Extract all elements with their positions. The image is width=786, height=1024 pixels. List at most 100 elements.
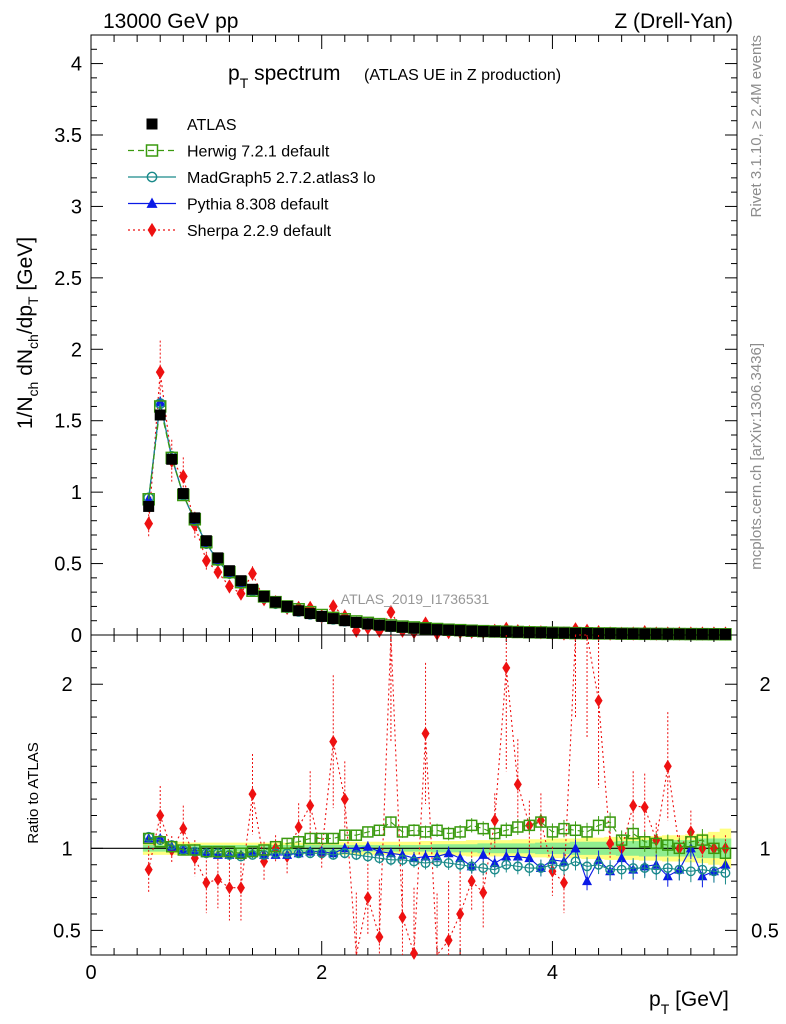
data-point	[466, 625, 478, 637]
ratio-point	[385, 816, 397, 828]
legend-label: Herwig 7.2.1 default	[187, 144, 330, 161]
ratio-point	[638, 836, 651, 848]
ratio-point	[281, 837, 293, 850]
legend-marker	[146, 197, 158, 208]
data-point	[489, 626, 501, 638]
data-point	[396, 621, 408, 633]
ratio-y-axis-label: Ratio to ATLAS	[25, 742, 42, 843]
ratio-point	[155, 832, 166, 843]
chart-title-note: (ATLAS UE in Z production)	[364, 67, 561, 84]
ratio-point	[258, 844, 270, 856]
data-point	[650, 628, 662, 640]
ratio-panel-frame	[90, 634, 738, 956]
data-point	[627, 628, 639, 640]
ratio-point	[351, 842, 362, 853]
ratio-point	[373, 824, 386, 837]
ratio-point	[189, 844, 201, 856]
ratio-point	[478, 849, 489, 859]
main-y-tick-label: 2.5	[54, 268, 82, 290]
ratio-y-tick-label: 0.5	[53, 920, 81, 942]
data-point	[236, 586, 246, 601]
ratio-point	[166, 840, 178, 853]
data-point	[316, 610, 328, 622]
chart-title-rest: spectrum	[248, 62, 340, 85]
mcplots-label: mcplots.cern.ch [arXiv:1306.3436]	[748, 343, 765, 570]
ratio-point	[179, 822, 188, 836]
ratio-point	[315, 832, 328, 845]
data-point	[443, 624, 455, 636]
ratio-point	[685, 836, 697, 848]
ratio-point	[432, 856, 443, 867]
ratio-point	[466, 861, 477, 872]
ratio-point	[443, 847, 454, 858]
x-tick-label: 0	[85, 962, 96, 984]
data-point	[431, 624, 443, 636]
ratio-point	[720, 867, 731, 878]
ratio-point	[375, 930, 384, 944]
ratio-point	[650, 837, 662, 850]
ratio-point	[477, 822, 489, 835]
ratio-point	[546, 826, 559, 838]
data-point	[696, 628, 708, 640]
ratio-y-tick-label: 1	[61, 838, 72, 860]
data-point	[523, 627, 535, 639]
ratio-point	[627, 827, 639, 840]
ratio-point	[398, 910, 407, 924]
data-point	[385, 620, 397, 632]
ratio-point	[362, 826, 374, 838]
chart-title-sub: T	[240, 75, 249, 91]
ratio-point	[558, 822, 570, 835]
ratio-point	[455, 859, 466, 870]
data-point	[213, 564, 223, 580]
ratio-point	[305, 848, 316, 859]
ratio-point	[156, 809, 165, 823]
ratio-point	[340, 792, 349, 806]
ratio-point	[225, 881, 234, 895]
data-point	[673, 628, 685, 640]
ratio-point	[640, 800, 649, 814]
data-point	[212, 552, 224, 564]
ratio-point	[512, 861, 523, 872]
data-point	[304, 608, 316, 620]
ratio-line	[148, 821, 726, 854]
data-point	[177, 488, 189, 500]
data-point	[225, 579, 234, 594]
data-point	[373, 619, 385, 631]
chart-title: pT spectrum	[228, 62, 340, 91]
ratio-point	[177, 844, 190, 856]
main-data	[142, 340, 732, 641]
ratio-point	[397, 854, 408, 865]
data-point	[719, 628, 731, 640]
ratio-uncertainty-band	[91, 828, 737, 869]
data-point	[570, 627, 581, 639]
ratio-point	[456, 907, 465, 921]
ratio-point	[431, 824, 443, 837]
ratio-point	[374, 853, 385, 864]
ratio-point	[409, 856, 419, 867]
ratio-series-herwig-7-2-1-default	[142, 812, 732, 865]
ratio-point	[328, 849, 339, 860]
legend-label: Sherpa 2.2.9 default	[187, 223, 332, 240]
ratio-point	[513, 777, 522, 791]
data-point	[604, 628, 616, 640]
data-point	[708, 628, 720, 640]
ratio-point	[421, 726, 430, 740]
ratio-point	[294, 820, 303, 834]
ratio-point	[662, 839, 674, 851]
legend-entry-herwig-7-2-1-default: Herwig 7.2.1 default	[128, 144, 330, 161]
data-point	[512, 626, 524, 638]
ratio-point	[501, 851, 512, 861]
ratio-data	[142, 634, 732, 960]
ratio-point	[616, 864, 627, 875]
data-point	[408, 622, 420, 634]
ratio-point	[200, 845, 213, 858]
data-point	[155, 364, 165, 380]
ratio-point	[629, 799, 638, 813]
ratio-point	[524, 863, 535, 873]
ratio-point	[490, 813, 499, 827]
ratio-point	[570, 856, 581, 867]
ratio-point	[559, 876, 568, 890]
ratio-point	[454, 826, 466, 838]
ratio-y-tick-label-right: 1	[759, 838, 770, 860]
